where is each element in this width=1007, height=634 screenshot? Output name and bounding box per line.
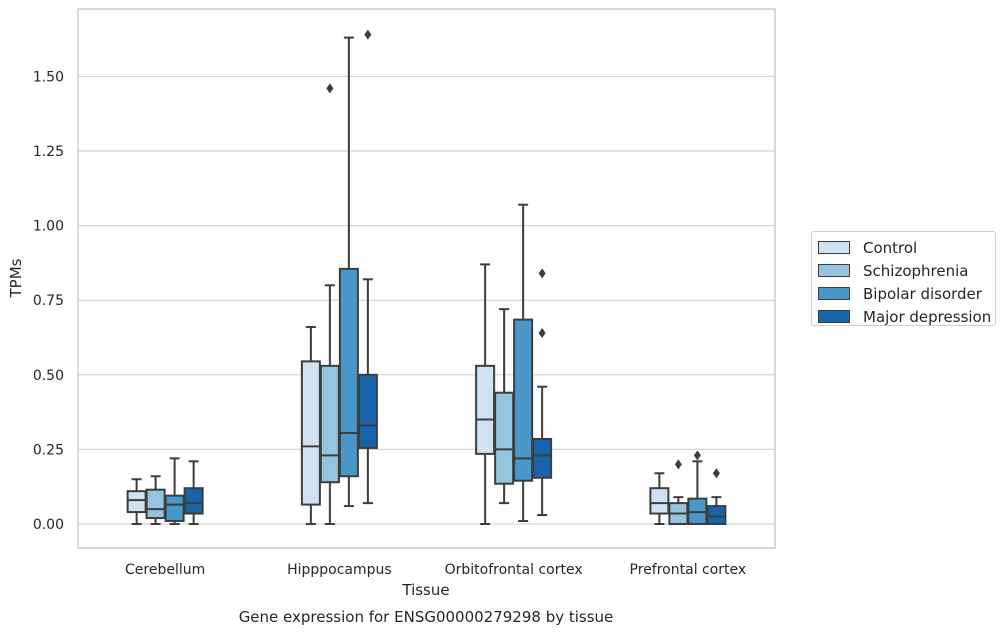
x-tick-label: Hipppocampus — [287, 562, 392, 578]
legend-swatch-major-depression — [818, 310, 850, 323]
legend-label-control: Control — [863, 238, 918, 257]
outlier-point — [538, 268, 546, 279]
legend-item-major-depression: Major depression — [818, 305, 992, 328]
box-schizophrenia — [668, 459, 689, 525]
box-bipolar-disorder — [513, 203, 534, 523]
y-tick-label: 0.75 — [33, 293, 64, 309]
box-control — [649, 472, 670, 525]
box-series — [126, 29, 727, 526]
legend-label-bipolar-disorder: Bipolar disorder — [863, 284, 982, 303]
box-control — [300, 326, 321, 525]
box-major-depression — [532, 268, 553, 517]
outlier-point — [538, 328, 546, 339]
iqr-box — [357, 373, 378, 449]
iqr-box — [145, 488, 166, 520]
chart-caption: Gene expression for ENSG00000279298 by t… — [239, 608, 614, 626]
outlier-point — [693, 450, 701, 461]
box-schizophrenia — [494, 308, 515, 505]
y-tick-label: 0.50 — [33, 368, 64, 384]
outlier-point — [674, 459, 682, 470]
iqr-box — [164, 494, 185, 523]
iqr-box — [649, 487, 670, 515]
gridlines — [78, 75, 775, 525]
iqr-box — [319, 364, 340, 484]
outlier-point — [326, 83, 334, 94]
box-bipolar-disorder — [164, 457, 185, 525]
iqr-box — [513, 318, 534, 482]
legend-item-schizophrenia: Schizophrenia — [818, 259, 989, 282]
box-major-depression — [357, 29, 378, 505]
legend-label-major-depression: Major depression — [863, 307, 992, 326]
outlier-point — [712, 468, 720, 479]
y-tick-label: 0.00 — [33, 517, 64, 533]
iqr-box — [338, 267, 359, 478]
box-schizophrenia — [145, 475, 166, 525]
box-major-depression — [706, 468, 727, 526]
y-tick-label: 1.25 — [33, 144, 64, 160]
legend-label-schizophrenia: Schizophrenia — [863, 261, 969, 280]
iqr-box — [183, 487, 204, 515]
axes: 0.00 0.25 0.50 0.75 1.00 1.25 1.50 Cerebellum Hi… — [33, 69, 746, 578]
y-tick-label: 1.00 — [33, 219, 64, 235]
legend: Control Schizophrenia Bipolar disorder M… — [811, 231, 996, 326]
outlier-point — [364, 29, 372, 40]
y-tick-label: 0.25 — [33, 442, 64, 458]
y-axis-label: TPMs — [7, 258, 25, 298]
box-bipolar-disorder — [338, 36, 359, 508]
box-major-depression — [183, 460, 204, 525]
x-tick-label: Orbitofrontal cortex — [445, 562, 583, 578]
y-tick-label: 1.50 — [33, 69, 64, 85]
plot-area-border — [77, 8, 776, 549]
iqr-box — [532, 437, 553, 479]
x-tick-label: Cerebellum — [125, 562, 205, 578]
box-schizophrenia — [319, 83, 340, 525]
legend-swatch-schizophrenia — [818, 264, 850, 277]
iqr-box — [126, 490, 147, 514]
box-bipolar-disorder — [687, 450, 708, 525]
iqr-box — [494, 391, 515, 485]
legend-item-bipolar-disorder: Bipolar disorder — [818, 282, 989, 305]
legend-item-control: Control — [818, 236, 989, 259]
iqr-box — [475, 364, 496, 455]
plot-frame — [77, 8, 776, 549]
x-axis-label: Tissue — [401, 581, 449, 599]
box-control — [475, 263, 496, 525]
legend-swatch-control — [818, 241, 850, 254]
legend-swatch-bipolar-disorder — [818, 287, 850, 300]
box-control — [126, 478, 147, 525]
x-tick-label: Prefrontal cortex — [630, 562, 747, 578]
iqr-box — [300, 360, 321, 506]
iqr-box — [706, 505, 727, 526]
